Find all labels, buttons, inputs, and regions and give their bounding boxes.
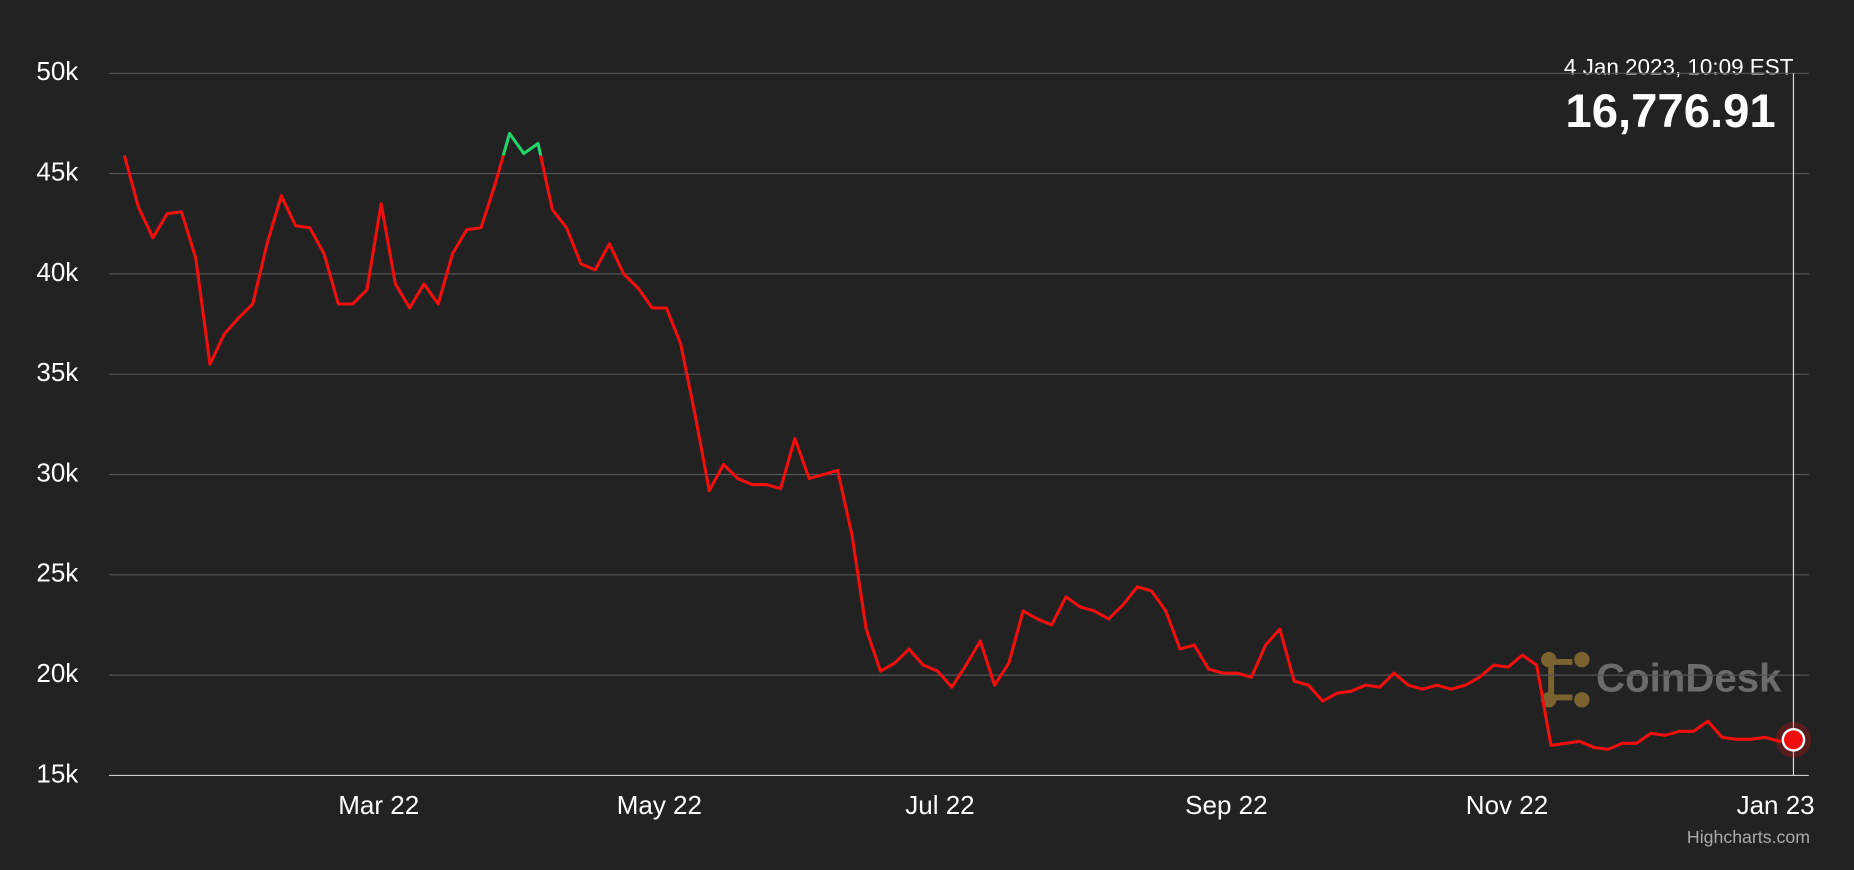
logo-dot bbox=[1574, 651, 1590, 668]
price-line bbox=[122, 155, 1794, 751]
tooltip-date: 4 Jan 2023, 10:09 EST bbox=[1564, 54, 1794, 79]
x-tick-label: Jan 23 bbox=[1737, 790, 1815, 820]
logo-dot bbox=[1541, 692, 1557, 708]
y-tick-label: 40k bbox=[36, 257, 79, 287]
logo-dot bbox=[1541, 651, 1557, 668]
logo bbox=[1541, 651, 1590, 708]
y-tick-label: 20k bbox=[36, 658, 79, 688]
y-tick-label: 35k bbox=[36, 357, 79, 387]
logo-dot bbox=[1574, 692, 1590, 708]
y-tick-label: 25k bbox=[36, 558, 79, 588]
x-tick-label: Jul 22 bbox=[905, 790, 974, 820]
marker bbox=[1781, 727, 1806, 752]
y-tick-label: 50k bbox=[36, 56, 79, 86]
x-tick-label: Nov 22 bbox=[1466, 790, 1548, 820]
logo-bracket bbox=[1548, 659, 1573, 701]
watermark: CoinDesk bbox=[1596, 655, 1782, 700]
y-tick-label: 45k bbox=[36, 156, 79, 186]
x-tick-label: Mar 22 bbox=[338, 790, 419, 820]
tooltip-value: 16,776.91 bbox=[1565, 85, 1775, 138]
credits[interactable]: Highcharts.com bbox=[1687, 827, 1810, 847]
y-tick-label: 15k bbox=[36, 758, 79, 788]
x-tick-label: May 22 bbox=[617, 790, 702, 820]
y-tick-label: 30k bbox=[36, 457, 79, 487]
x-tick-label: Sep 22 bbox=[1185, 790, 1267, 820]
